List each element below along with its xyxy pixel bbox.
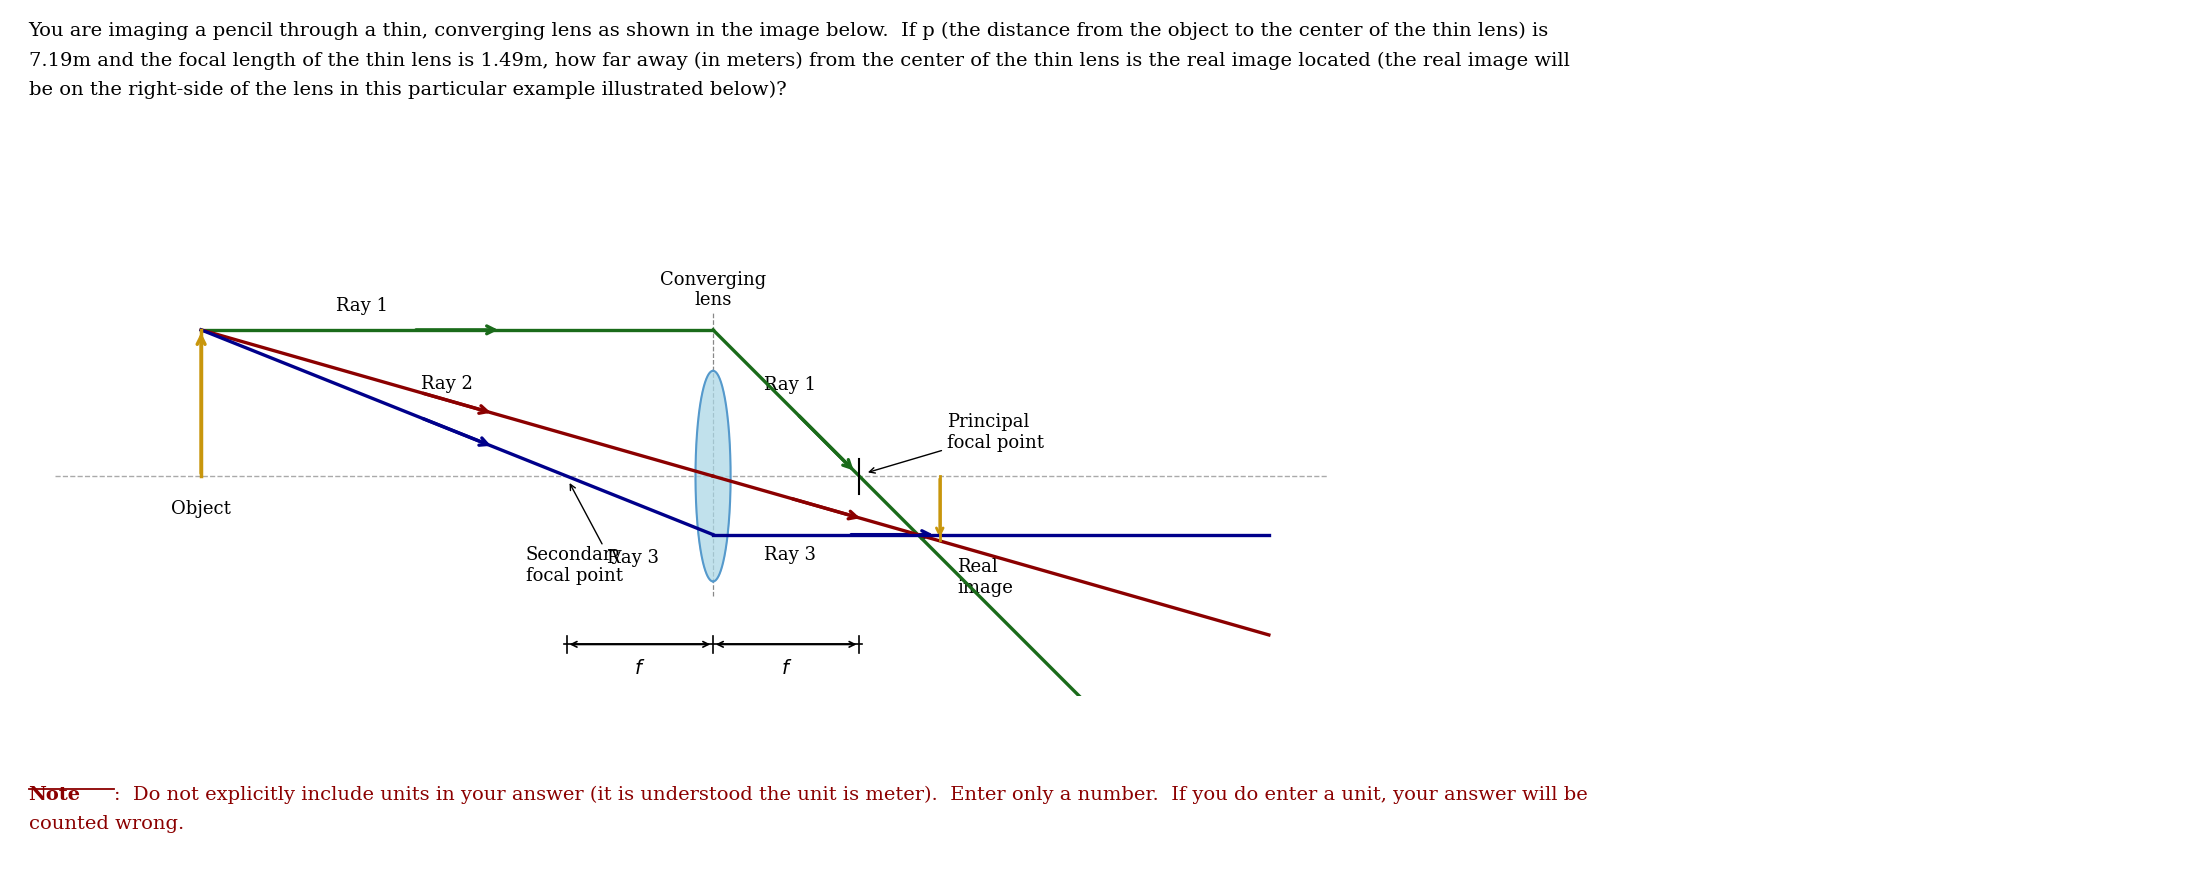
Text: Ray 1: Ray 1 — [336, 297, 388, 315]
Text: Real
image: Real image — [957, 558, 1014, 597]
Text: Note: Note — [29, 786, 81, 804]
Text: Ray 3: Ray 3 — [764, 546, 816, 565]
Text: Secondary
focal point: Secondary focal point — [527, 546, 623, 585]
Text: Object: Object — [171, 500, 230, 518]
Text: $f$: $f$ — [781, 659, 792, 678]
Polygon shape — [695, 371, 731, 582]
Text: Ray 3: Ray 3 — [606, 550, 658, 567]
Text: Ray 1: Ray 1 — [764, 377, 816, 394]
Text: :  Do not explicitly include units in your answer (it is understood the unit is : : Do not explicitly include units in you… — [114, 786, 1588, 805]
Text: be on the right-side of the lens in this particular example illustrated below)?: be on the right-side of the lens in this… — [29, 81, 785, 99]
Text: $f$: $f$ — [634, 659, 645, 678]
Text: 7.19m and the focal length of the thin lens is 1.49m, how far away (in meters) f: 7.19m and the focal length of the thin l… — [29, 52, 1569, 70]
Text: Converging
lens: Converging lens — [660, 271, 766, 309]
Text: counted wrong.: counted wrong. — [29, 815, 184, 833]
Text: Ray 2: Ray 2 — [421, 375, 472, 392]
Text: You are imaging a pencil through a thin, converging lens as shown in the image b: You are imaging a pencil through a thin,… — [29, 22, 1549, 41]
Text: Principal
focal point: Principal focal point — [948, 413, 1044, 452]
